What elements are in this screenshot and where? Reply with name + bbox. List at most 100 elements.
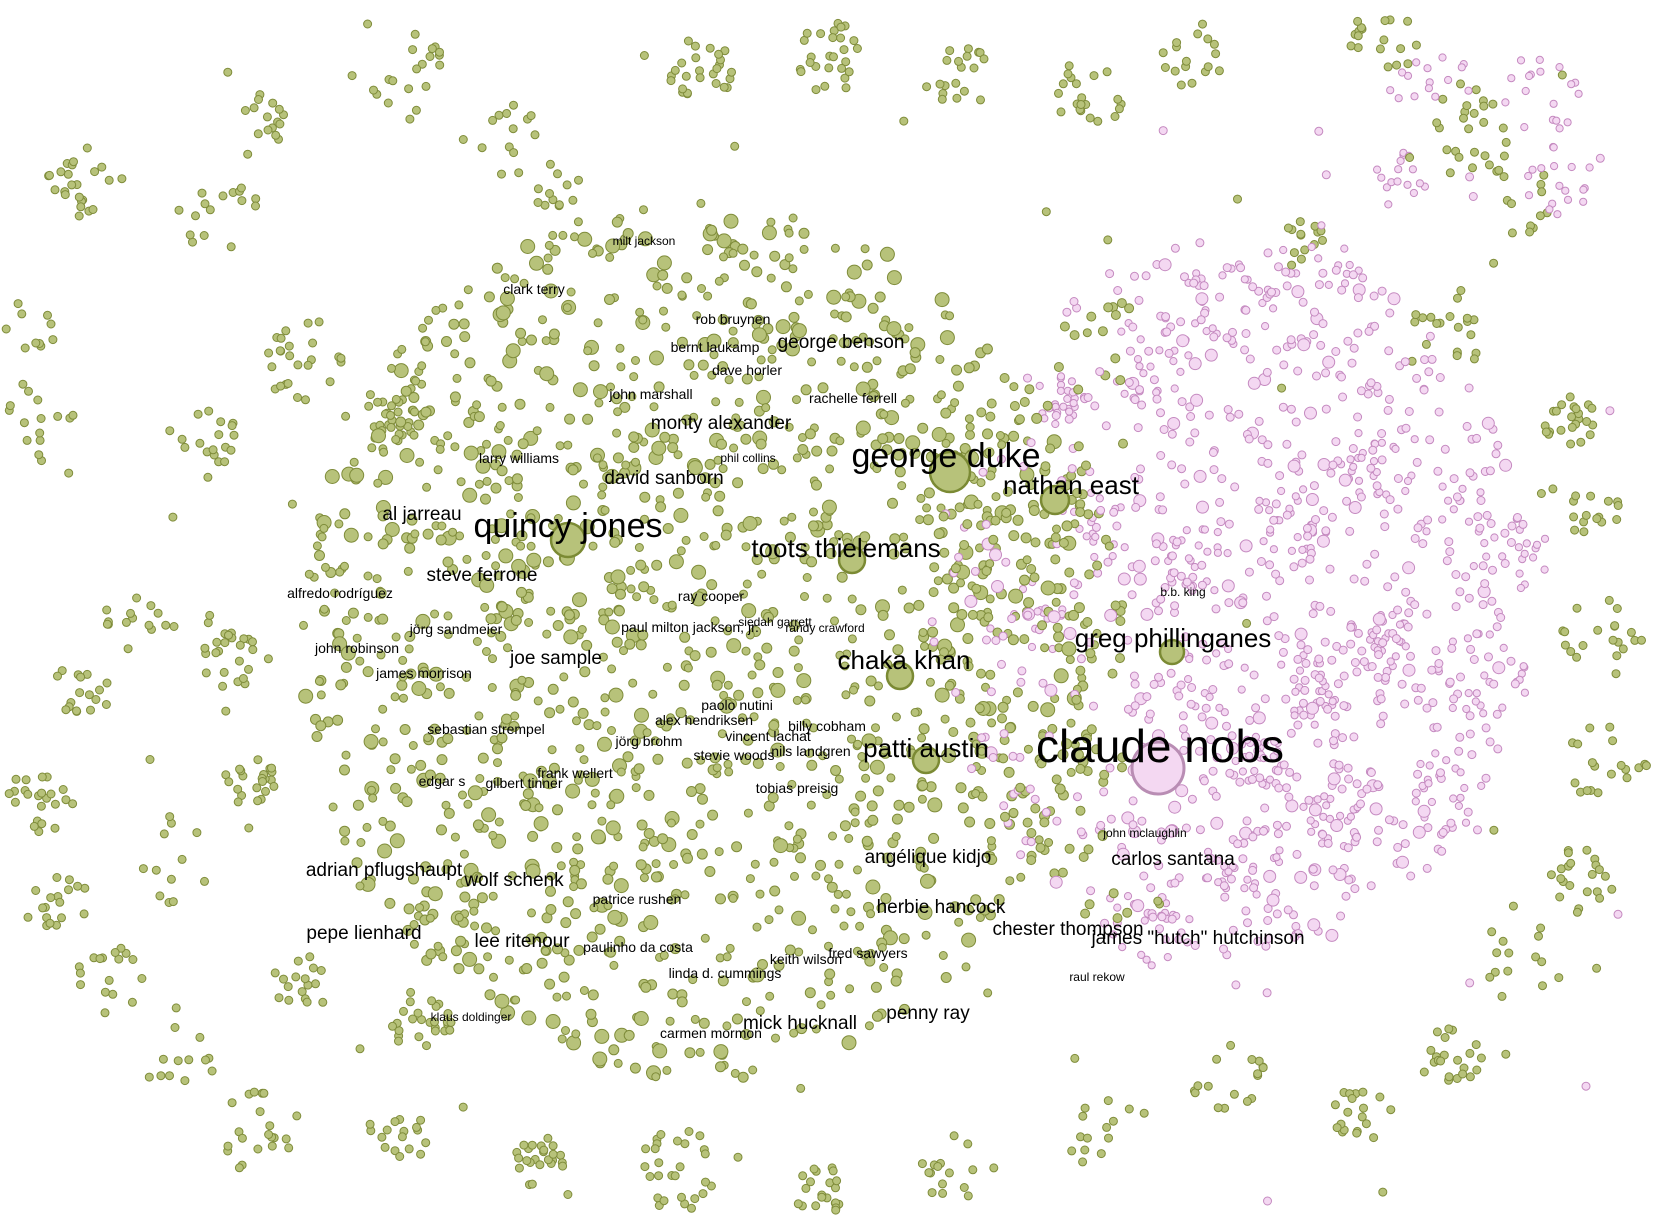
network-node-green[interactable] xyxy=(1067,1146,1077,1156)
network-node-green[interactable] xyxy=(408,392,420,403)
network-node-green[interactable] xyxy=(490,482,502,494)
network-node-green[interactable] xyxy=(504,955,514,965)
network-node-green[interactable] xyxy=(1537,187,1547,197)
network-node-pink[interactable] xyxy=(1427,665,1437,675)
network-node-green[interactable] xyxy=(1555,892,1565,902)
network-node-green[interactable] xyxy=(406,514,418,526)
network-node-green[interactable] xyxy=(226,242,236,252)
network-node-pink[interactable] xyxy=(1388,610,1397,620)
network-node-green[interactable] xyxy=(511,558,527,574)
network-node-green[interactable] xyxy=(517,438,529,450)
network-node-green[interactable] xyxy=(560,917,572,929)
network-node-green[interactable] xyxy=(886,321,902,337)
network-node-green[interactable] xyxy=(314,676,324,686)
network-node-green[interactable] xyxy=(408,873,419,885)
network-node-pink[interactable] xyxy=(1444,496,1453,505)
network-node-green[interactable] xyxy=(840,661,850,671)
network-node-green[interactable] xyxy=(733,1152,743,1162)
network-node-green[interactable] xyxy=(740,1029,752,1040)
network-node-green[interactable] xyxy=(598,652,608,662)
network-node-green[interactable] xyxy=(1050,554,1061,565)
network-node-pink[interactable] xyxy=(1360,576,1370,586)
network-node-green[interactable] xyxy=(705,646,717,658)
network-node-green[interactable] xyxy=(34,450,44,460)
network-node-pink[interactable] xyxy=(1287,459,1301,473)
network-node-pink[interactable] xyxy=(1528,165,1537,174)
network-node-pink[interactable] xyxy=(1356,492,1366,502)
network-node-pink[interactable] xyxy=(1485,466,1495,476)
network-node-green[interactable] xyxy=(159,829,169,839)
network-node-pink[interactable] xyxy=(1348,270,1358,280)
network-node-green[interactable] xyxy=(1566,858,1576,868)
network-node-pink[interactable] xyxy=(1292,772,1302,782)
network-node-pink[interactable] xyxy=(1339,671,1349,681)
network-node-pink[interactable] xyxy=(1218,271,1227,280)
network-node-green[interactable] xyxy=(1000,811,1010,822)
network-node-green[interactable] xyxy=(1102,67,1112,77)
network-node-green[interactable] xyxy=(391,435,401,444)
network-node-green[interactable] xyxy=(1548,484,1558,494)
network-node-green[interactable] xyxy=(1380,16,1390,26)
network-node-pink[interactable] xyxy=(1328,865,1338,875)
network-node-green[interactable] xyxy=(1622,773,1632,783)
network-node-pink[interactable] xyxy=(1137,816,1147,826)
network-node-green[interactable] xyxy=(1053,631,1065,643)
network-node-pink[interactable] xyxy=(1023,610,1033,620)
network-node-green[interactable] xyxy=(126,608,135,618)
network-node-green[interactable] xyxy=(1139,1108,1149,1118)
network-node-green[interactable] xyxy=(751,327,767,343)
network-node-pink[interactable] xyxy=(1362,784,1372,794)
network-node-green[interactable] xyxy=(205,205,215,215)
network-node-green[interactable] xyxy=(216,417,226,427)
network-node-pink[interactable] xyxy=(1506,656,1516,666)
network-node-green[interactable] xyxy=(384,522,400,537)
network-node-green[interactable] xyxy=(1432,319,1442,328)
network-node-green[interactable] xyxy=(651,440,667,456)
network-node-pink[interactable] xyxy=(1485,737,1495,747)
network-node-green[interactable] xyxy=(265,1121,275,1131)
network-node-green[interactable] xyxy=(53,411,63,421)
network-node-green[interactable] xyxy=(511,473,523,485)
network-node-green[interactable] xyxy=(474,479,484,489)
network-node-green[interactable] xyxy=(450,442,460,452)
network-node-green[interactable] xyxy=(602,873,614,885)
network-node-green[interactable] xyxy=(904,323,914,333)
network-node-green[interactable] xyxy=(1563,848,1573,858)
network-node-green[interactable] xyxy=(1403,59,1413,69)
network-node-green[interactable] xyxy=(1096,1149,1106,1159)
network-node-green[interactable] xyxy=(569,882,579,892)
network-node-green[interactable] xyxy=(1581,510,1591,520)
network-node-green[interactable] xyxy=(363,612,373,622)
network-node-pink[interactable] xyxy=(1017,666,1027,676)
network-node-green[interactable] xyxy=(583,346,593,356)
network-node-pink[interactable] xyxy=(999,801,1009,811)
network-node-pink[interactable] xyxy=(1314,126,1324,136)
network-node-green[interactable] xyxy=(519,1140,529,1150)
network-node-green[interactable] xyxy=(453,963,465,975)
network-node-green[interactable] xyxy=(386,410,395,420)
network-node-pink[interactable] xyxy=(1345,526,1355,536)
network-node-green[interactable] xyxy=(1442,145,1452,155)
network-node-pink[interactable] xyxy=(1167,460,1177,470)
network-node-green[interactable] xyxy=(23,789,33,799)
network-node-green[interactable] xyxy=(495,305,511,321)
network-node-green[interactable] xyxy=(318,997,328,1007)
network-node-pink[interactable] xyxy=(1435,373,1445,382)
network-node-green[interactable] xyxy=(1110,310,1121,320)
network-node-pink[interactable] xyxy=(1317,221,1326,230)
network-node-pink[interactable] xyxy=(1293,366,1303,376)
network-node-green[interactable] xyxy=(1572,907,1582,917)
network-node-pink[interactable] xyxy=(991,636,1001,645)
network-node-green[interactable] xyxy=(858,332,868,342)
network-node-green[interactable] xyxy=(1456,79,1465,89)
network-node-green[interactable] xyxy=(579,986,589,995)
network-node-green[interactable] xyxy=(784,228,794,238)
network-node-green[interactable] xyxy=(839,921,849,931)
network-node-green[interactable] xyxy=(243,149,253,159)
network-node-green[interactable] xyxy=(841,889,851,899)
network-node-green[interactable] xyxy=(938,1188,948,1198)
network-node-pink[interactable] xyxy=(1251,703,1261,713)
network-node-pink[interactable] xyxy=(1563,118,1572,127)
network-node-green[interactable] xyxy=(101,700,111,709)
network-node-green[interactable] xyxy=(697,359,709,371)
